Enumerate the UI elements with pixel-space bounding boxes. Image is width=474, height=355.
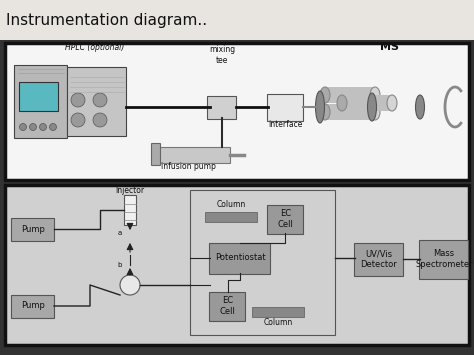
Text: Instrumentation diagram..: Instrumentation diagram.. xyxy=(6,12,207,27)
Ellipse shape xyxy=(416,95,425,119)
FancyBboxPatch shape xyxy=(19,82,58,110)
Text: HPLC (optional): HPLC (optional) xyxy=(65,43,125,52)
FancyBboxPatch shape xyxy=(267,204,303,234)
Circle shape xyxy=(71,93,85,107)
Text: MS: MS xyxy=(381,42,400,52)
Text: b: b xyxy=(118,262,122,268)
Circle shape xyxy=(49,124,56,131)
Ellipse shape xyxy=(320,87,330,103)
Ellipse shape xyxy=(387,95,397,111)
FancyBboxPatch shape xyxy=(124,195,137,225)
Ellipse shape xyxy=(367,93,376,121)
Text: Column: Column xyxy=(264,318,292,327)
Circle shape xyxy=(120,275,140,295)
Circle shape xyxy=(19,124,27,131)
Circle shape xyxy=(93,113,107,127)
FancyBboxPatch shape xyxy=(252,307,304,317)
Text: mixing
tee: mixing tee xyxy=(209,45,235,65)
FancyBboxPatch shape xyxy=(419,240,468,279)
FancyBboxPatch shape xyxy=(208,95,237,119)
FancyBboxPatch shape xyxy=(325,104,375,120)
Circle shape xyxy=(93,93,107,107)
Text: Injector: Injector xyxy=(116,186,145,195)
Text: EC
Cell: EC Cell xyxy=(278,209,293,229)
FancyBboxPatch shape xyxy=(152,143,161,165)
Text: interface: interface xyxy=(268,120,302,129)
Ellipse shape xyxy=(337,95,347,111)
FancyBboxPatch shape xyxy=(11,218,55,240)
Text: Potentiostat: Potentiostat xyxy=(215,253,265,262)
Circle shape xyxy=(39,124,46,131)
Text: Column: Column xyxy=(216,200,246,209)
FancyBboxPatch shape xyxy=(5,185,469,345)
FancyBboxPatch shape xyxy=(355,242,403,275)
FancyBboxPatch shape xyxy=(267,93,303,120)
Circle shape xyxy=(71,113,85,127)
Ellipse shape xyxy=(316,91,325,123)
FancyBboxPatch shape xyxy=(15,65,67,137)
Text: Mass
Spectrometer: Mass Spectrometer xyxy=(415,249,473,269)
FancyBboxPatch shape xyxy=(5,43,469,180)
FancyBboxPatch shape xyxy=(0,0,474,40)
Ellipse shape xyxy=(370,87,380,103)
Text: UV/Vis
Detector: UV/Vis Detector xyxy=(361,249,397,269)
Text: a: a xyxy=(118,230,122,236)
FancyBboxPatch shape xyxy=(157,147,230,163)
FancyBboxPatch shape xyxy=(205,212,257,222)
Text: Pump: Pump xyxy=(21,224,45,234)
FancyBboxPatch shape xyxy=(11,295,55,317)
Text: Pump: Pump xyxy=(21,301,45,311)
Ellipse shape xyxy=(370,104,380,120)
Text: EC
Cell: EC Cell xyxy=(219,296,236,316)
Text: infusion pump: infusion pump xyxy=(161,162,216,171)
FancyBboxPatch shape xyxy=(325,87,375,103)
Circle shape xyxy=(29,124,36,131)
FancyBboxPatch shape xyxy=(210,242,271,273)
Ellipse shape xyxy=(320,104,330,120)
FancyBboxPatch shape xyxy=(210,291,246,321)
FancyBboxPatch shape xyxy=(67,66,127,136)
FancyBboxPatch shape xyxy=(342,95,392,111)
